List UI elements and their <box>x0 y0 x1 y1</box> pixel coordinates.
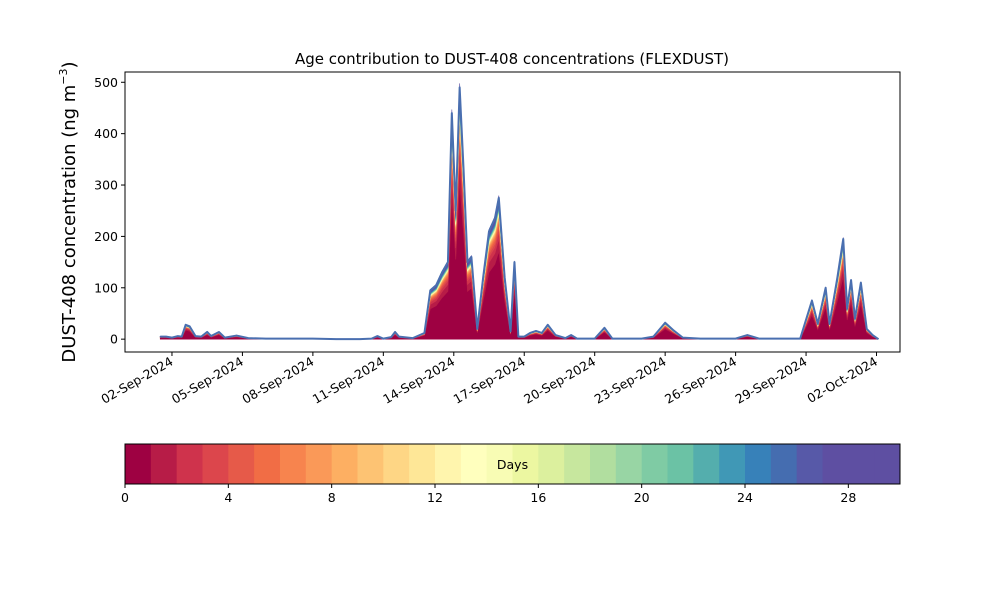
y-tick-label-200: 200 <box>94 229 118 244</box>
y-axis-label: DUST-408 concentration (ng m−3) <box>57 61 80 362</box>
age-layer-17 <box>159 108 879 340</box>
colorbar-tick-label-28: 28 <box>840 490 856 505</box>
age-layer-16 <box>159 109 879 340</box>
x-tick-label-9: 29-Sep-2024 <box>733 354 810 407</box>
plot-area <box>159 83 880 341</box>
y-axis-label-superscript: −3 <box>57 68 70 84</box>
colorbar-bin-11 <box>409 444 436 484</box>
colorbar-bin-21 <box>667 444 694 484</box>
y-axis-label-close: ) <box>59 61 80 68</box>
x-tick-label-5: 17-Sep-2024 <box>451 354 528 407</box>
colorbar-bin-14 <box>486 444 513 484</box>
age-layer-14 <box>159 111 879 340</box>
x-tick-label-10: 02-Oct-2024 <box>804 354 880 406</box>
age-layer-23 <box>159 101 879 340</box>
age-layer-7 <box>159 121 879 340</box>
colorbar-bin-10 <box>383 444 410 484</box>
colorbar-tick-label-12: 12 <box>427 490 443 505</box>
age-layer-21 <box>159 104 879 340</box>
colorbar-bin-0 <box>125 444 152 484</box>
x-tick-label-3: 11-Sep-2024 <box>310 354 387 407</box>
age-layer-13 <box>159 112 879 340</box>
colorbar-tick-label-16: 16 <box>530 490 546 505</box>
age-layer-25 <box>159 97 879 340</box>
age-layer-29 <box>159 83 879 340</box>
age-layer-6 <box>159 124 879 340</box>
colorbar-label: Days <box>497 457 528 472</box>
y-axis-label-text: DUST-408 concentration (ng m−3) <box>57 61 80 362</box>
colorbar-bin-8 <box>331 444 358 484</box>
age-layer-12 <box>159 113 879 340</box>
colorbar-bin-13 <box>460 444 488 484</box>
x-tick-label-2: 08-Sep-2024 <box>239 354 316 407</box>
age-layer-4 <box>159 133 879 340</box>
x-tick-label-1: 05-Sep-2024 <box>169 354 246 407</box>
colorbar-bin-19 <box>615 444 643 484</box>
age-layer-0 <box>159 183 879 340</box>
age-layer-26 <box>159 95 879 340</box>
age-layer-19 <box>159 106 879 340</box>
colorbar-tick-label-4: 4 <box>224 490 232 505</box>
colorbar: 0 4 8 12 16 20 24 28 Days <box>121 443 901 505</box>
colorbar-tick-label-0: 0 <box>121 490 129 505</box>
colorbar-bin-5 <box>254 444 281 484</box>
y-axis-label-main: DUST-408 concentration (ng m <box>59 85 80 363</box>
age-layer-5 <box>159 128 879 340</box>
y-tick-label-0: 0 <box>110 332 118 347</box>
age-layer-28 <box>159 88 879 340</box>
colorbar-bin-2 <box>176 444 203 484</box>
colorbar-bin-15 <box>512 444 539 484</box>
age-layer-11 <box>159 114 879 340</box>
age-layer-15 <box>159 110 879 340</box>
age-layer-27 <box>159 92 879 340</box>
colorbar-frame <box>124 443 901 485</box>
colorbar-bin-23 <box>719 444 746 484</box>
age-layer-22 <box>159 103 879 340</box>
age-layer-10 <box>159 115 879 340</box>
colorbar-bin-9 <box>357 444 384 484</box>
colorbar-bin-7 <box>305 444 333 484</box>
colorbar-bin-18 <box>590 444 617 484</box>
colorbar-bin-29 <box>874 444 901 484</box>
x-tick-label-8: 26-Sep-2024 <box>662 354 739 407</box>
y-tick-label-400: 400 <box>94 126 118 141</box>
age-layer-18 <box>159 107 879 340</box>
colorbar-tick-label-20: 20 <box>634 490 650 505</box>
age-layer-8 <box>159 119 879 340</box>
colorbar-bin-1 <box>150 444 178 484</box>
x-tick-label-6: 20-Sep-2024 <box>521 354 598 407</box>
colorbar-tick-label-24: 24 <box>737 490 753 505</box>
age-layer-3 <box>159 140 879 340</box>
colorbar-bin-28 <box>848 444 875 484</box>
colorbar-bin-17 <box>564 444 591 484</box>
age-layer-9 <box>159 117 879 340</box>
y-tick-label-300: 300 <box>94 178 118 193</box>
colorbar-tick-label-8: 8 <box>328 490 336 505</box>
y-tick-label-100: 100 <box>94 280 118 295</box>
total-concentration-line <box>160 86 880 341</box>
colorbar-bin-4 <box>228 444 255 484</box>
colorbar-bin-20 <box>641 444 668 484</box>
colorbar-bin-16 <box>538 444 565 484</box>
plot-frame <box>124 71 901 353</box>
colorbar-bin-27 <box>822 444 849 484</box>
colorbar-bin-24 <box>745 444 772 484</box>
colorbar-bin-12 <box>435 444 462 484</box>
age-layer-2 <box>159 147 879 340</box>
colorbar-bin-25 <box>770 444 798 484</box>
colorbar-bin-26 <box>796 444 823 484</box>
x-tick-label-4: 14-Sep-2024 <box>380 354 457 407</box>
colorbar-bin-3 <box>202 444 229 484</box>
chart-title: Age contribution to DUST-408 concentrati… <box>295 50 729 68</box>
y-tick-label-500: 500 <box>94 75 118 90</box>
age-layer-1 <box>159 160 879 340</box>
age-layer-20 <box>159 105 879 340</box>
x-tick-label-0: 02-Sep-2024 <box>98 354 175 407</box>
x-tick-label-7: 23-Sep-2024 <box>592 354 669 407</box>
colorbar-bin-22 <box>693 444 720 484</box>
age-layer-24 <box>159 99 879 340</box>
colorbar-bin-6 <box>280 444 307 484</box>
